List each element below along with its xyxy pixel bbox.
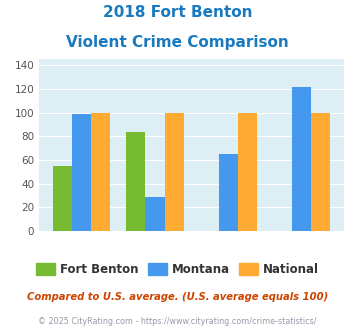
Bar xyxy=(238,113,257,231)
Bar xyxy=(53,166,72,231)
Bar xyxy=(146,197,164,231)
Bar xyxy=(72,114,91,231)
Bar xyxy=(311,113,331,231)
Text: Compared to U.S. average. (U.S. average equals 100): Compared to U.S. average. (U.S. average … xyxy=(27,292,328,302)
Text: 2018 Fort Benton: 2018 Fort Benton xyxy=(103,5,252,20)
Bar xyxy=(292,86,311,231)
Bar xyxy=(219,154,238,231)
Bar xyxy=(164,113,184,231)
Bar xyxy=(91,113,110,231)
Legend: Fort Benton, Montana, National: Fort Benton, Montana, National xyxy=(32,258,323,281)
Text: Violent Crime Comparison: Violent Crime Comparison xyxy=(66,35,289,50)
Bar xyxy=(126,132,146,231)
Text: © 2025 CityRating.com - https://www.cityrating.com/crime-statistics/: © 2025 CityRating.com - https://www.city… xyxy=(38,317,317,326)
